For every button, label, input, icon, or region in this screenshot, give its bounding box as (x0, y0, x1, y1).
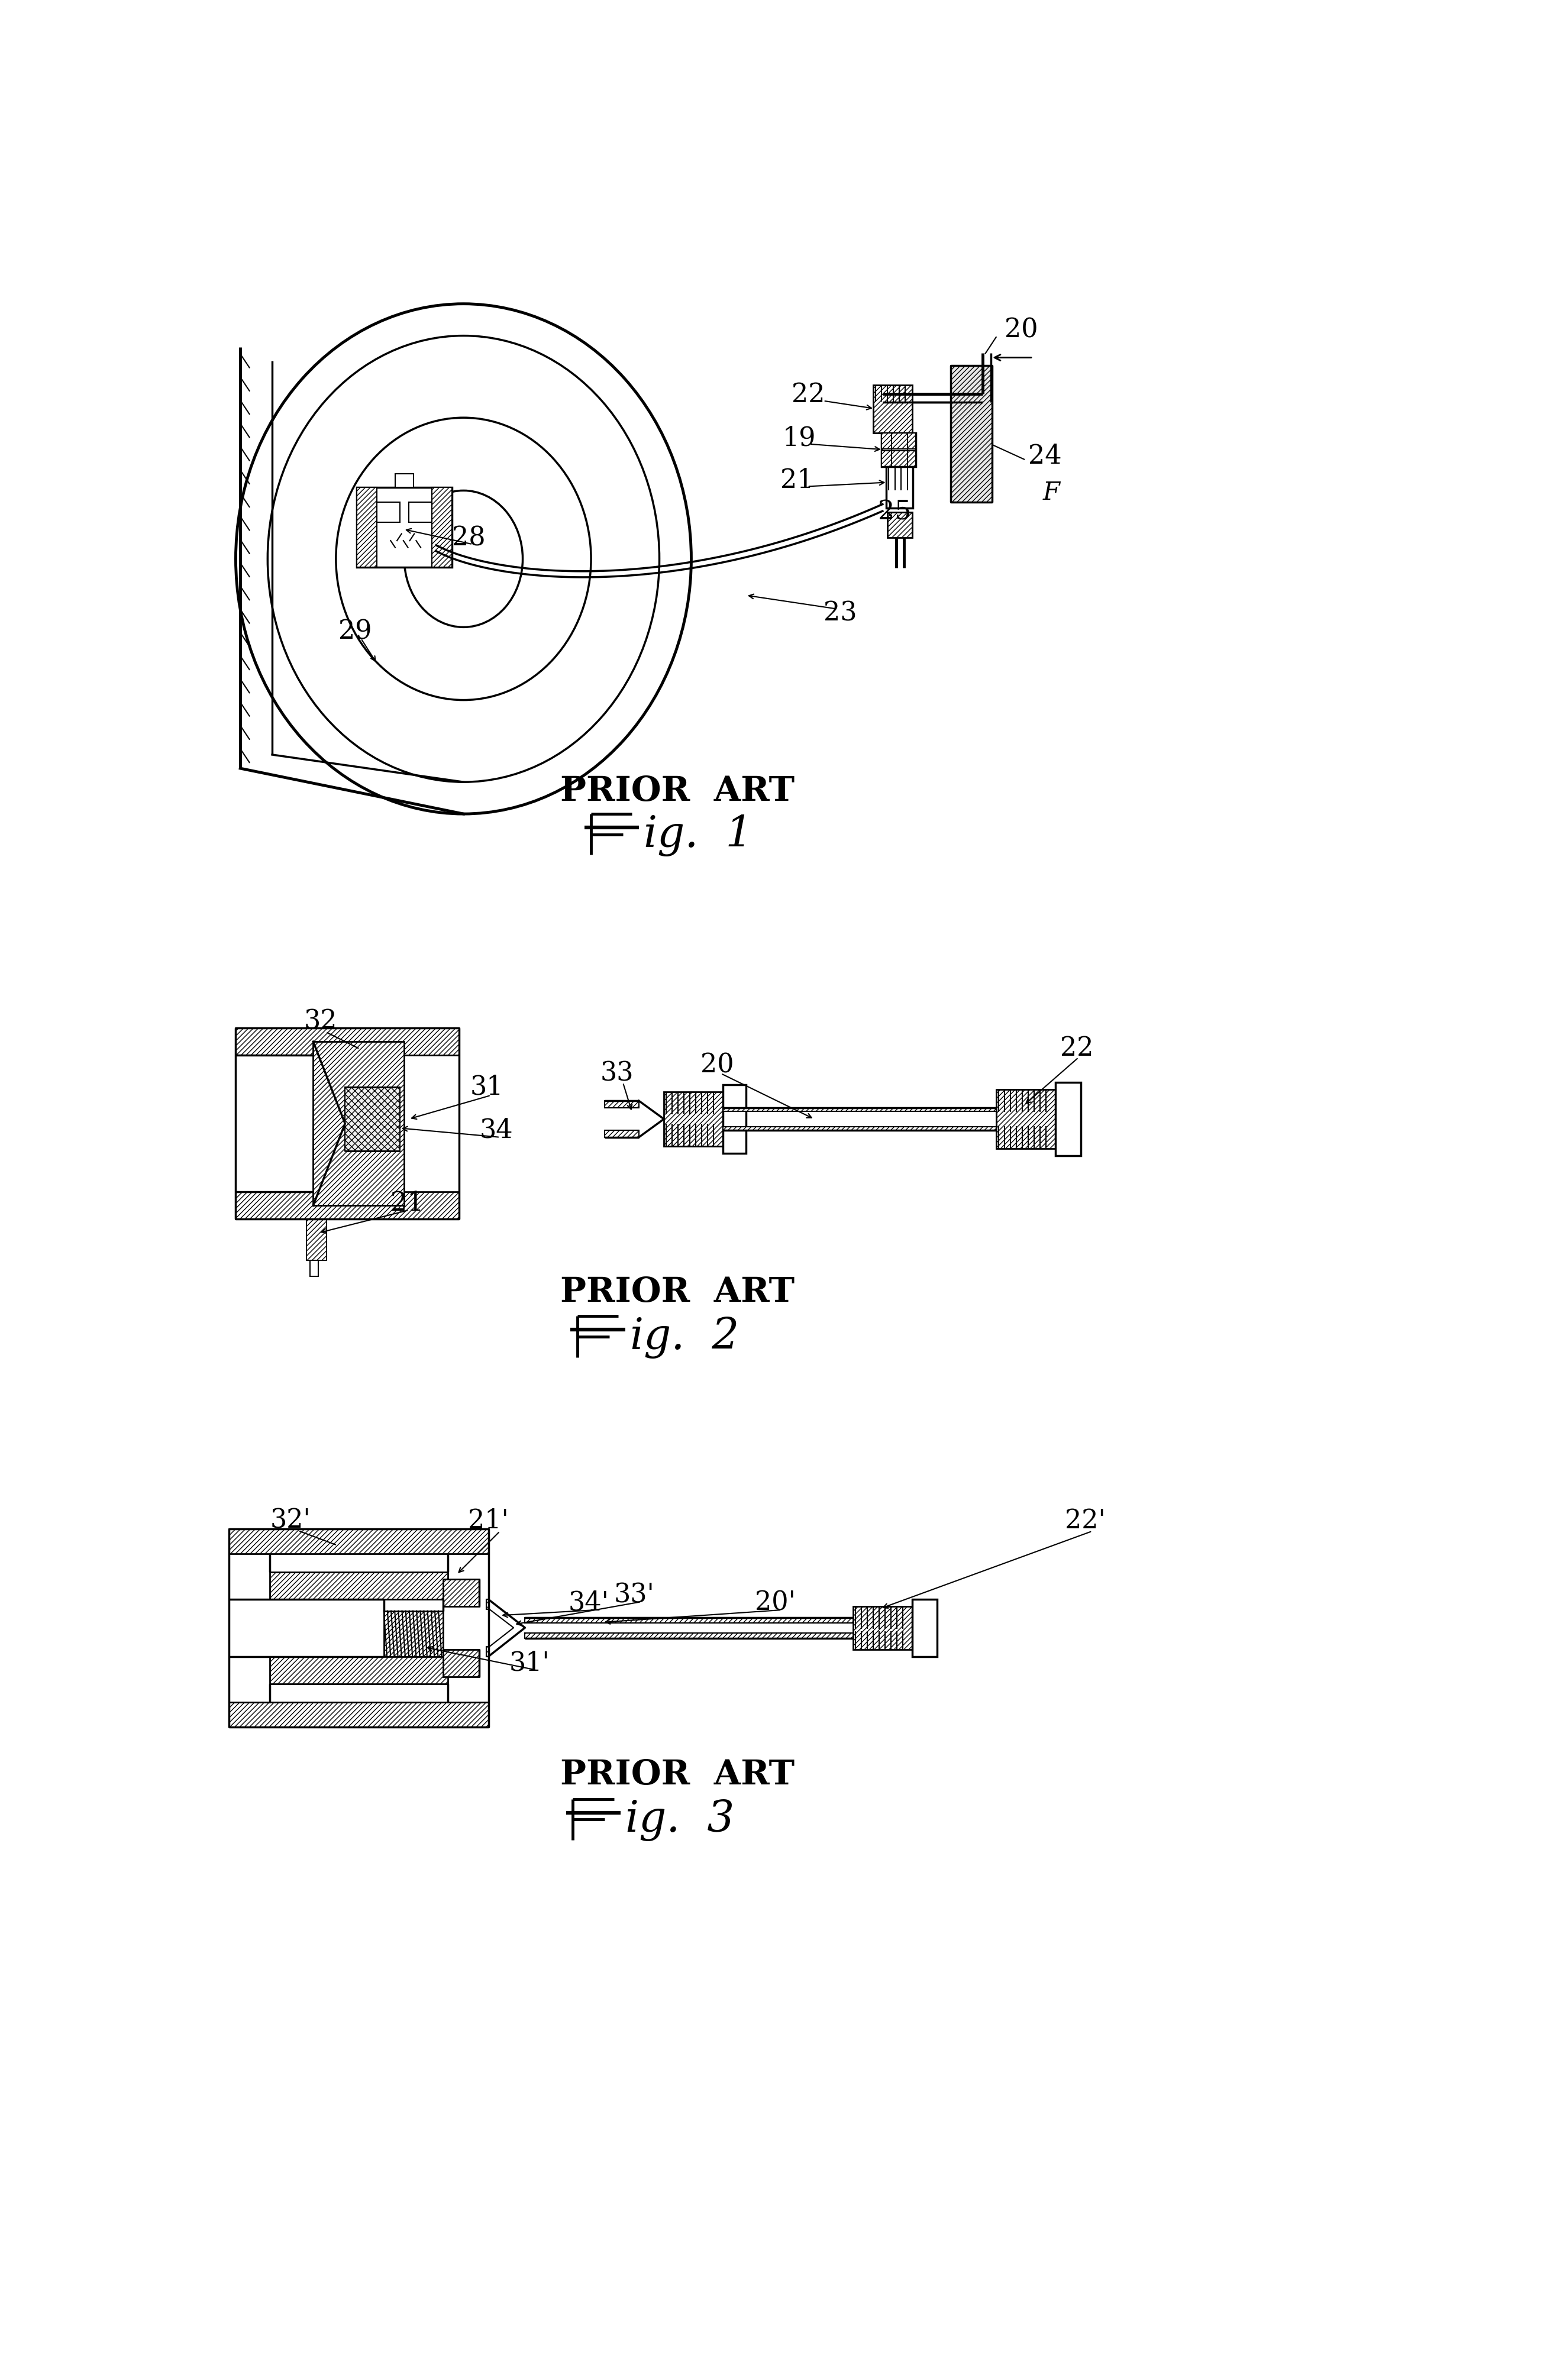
Text: 21': 21' (467, 1509, 508, 1533)
Bar (356, 488, 377, 566)
Bar (664, 1092, 724, 1147)
Bar (882, 433, 916, 450)
Text: 32': 32' (270, 1509, 311, 1533)
Text: 32: 32 (305, 1009, 338, 1033)
Text: 31: 31 (470, 1073, 503, 1100)
Text: 22: 22 (1060, 1035, 1094, 1061)
Bar (853, 1606, 913, 1649)
Text: 29: 29 (338, 619, 372, 645)
Polygon shape (605, 1102, 639, 1138)
Bar (236, 1192, 460, 1219)
Text: PRIOR  ART: PRIOR ART (561, 1759, 794, 1792)
Bar (605, 1102, 639, 1107)
Bar (605, 1130, 639, 1138)
Bar (997, 1090, 1055, 1150)
Bar (913, 1599, 938, 1656)
Text: 20': 20' (755, 1590, 796, 1616)
Bar (525, 1618, 889, 1623)
Text: 21: 21 (391, 1190, 424, 1216)
Bar (442, 1578, 480, 1606)
Text: 19: 19 (783, 426, 816, 450)
Bar (431, 488, 452, 566)
Bar (486, 1599, 489, 1609)
Bar (724, 1085, 746, 1154)
Bar (270, 1656, 447, 1683)
Bar (525, 1633, 889, 1637)
Bar (950, 364, 993, 502)
Bar (228, 1528, 489, 1554)
Bar (270, 1573, 447, 1599)
Text: 34: 34 (480, 1119, 513, 1142)
Text: ig.  3: ig. 3 (625, 1799, 735, 1842)
Bar (486, 1647, 489, 1656)
Text: ig.  2: ig. 2 (630, 1316, 739, 1359)
Bar (356, 488, 452, 566)
Text: 24: 24 (1028, 443, 1061, 469)
Bar (377, 502, 400, 524)
Text: 34': 34' (569, 1590, 610, 1616)
Bar (442, 1649, 480, 1678)
Bar (724, 1126, 997, 1130)
Bar (395, 474, 413, 488)
Text: 20: 20 (700, 1052, 735, 1078)
Bar (888, 512, 913, 538)
Bar (882, 450, 916, 466)
Text: ig.  1: ig. 1 (644, 814, 752, 857)
Bar (313, 1042, 405, 1207)
Text: 23: 23 (824, 600, 857, 626)
Bar (886, 466, 913, 507)
Bar (874, 386, 913, 433)
Bar (882, 433, 916, 466)
Bar (345, 1088, 400, 1152)
Text: PRIOR  ART: PRIOR ART (561, 1276, 794, 1309)
Bar (309, 1259, 319, 1276)
Bar (724, 1107, 997, 1111)
Bar (306, 1219, 327, 1259)
Text: 22: 22 (791, 383, 825, 407)
Bar (384, 1611, 442, 1656)
Bar (1055, 1083, 1080, 1154)
Text: 33: 33 (600, 1061, 633, 1085)
Text: 22': 22' (1064, 1509, 1105, 1533)
Text: PRIOR  ART: PRIOR ART (561, 773, 794, 807)
Text: 21: 21 (780, 469, 813, 493)
Text: F: F (1043, 481, 1060, 505)
Text: 25: 25 (878, 500, 911, 526)
Bar (236, 1028, 460, 1054)
Text: 28: 28 (452, 526, 486, 552)
Text: 31': 31' (510, 1649, 550, 1676)
Text: 33': 33' (614, 1583, 655, 1609)
Text: 20: 20 (1005, 317, 1038, 343)
Bar (410, 502, 431, 524)
Bar (228, 1702, 489, 1728)
